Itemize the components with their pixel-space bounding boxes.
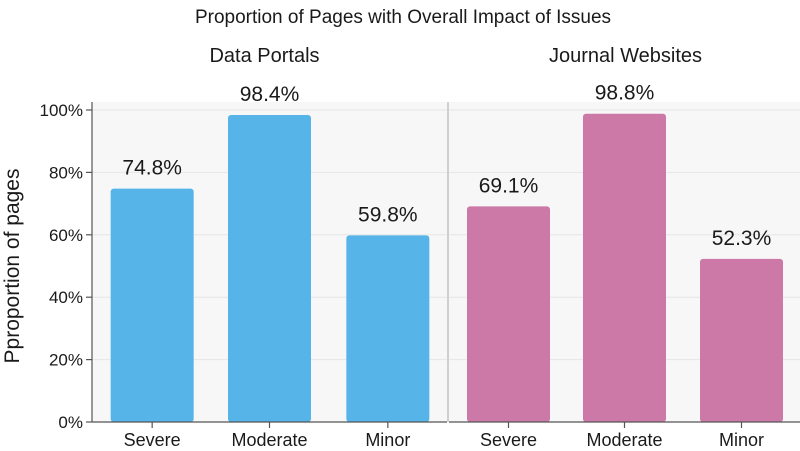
category-label: Minor	[365, 430, 410, 450]
facet-title: Data Portals	[209, 45, 319, 67]
data-label: 74.8%	[122, 157, 182, 180]
y-tick-label: 0%	[58, 413, 83, 432]
y-tick-label: 20%	[49, 351, 83, 370]
bar	[583, 113, 666, 422]
bar	[228, 114, 311, 422]
bar	[467, 206, 550, 422]
bar	[110, 188, 194, 422]
category-label: Severe	[480, 430, 537, 450]
chart-title: Proportion of Pages with Overall Impact …	[195, 7, 611, 28]
bar	[346, 235, 430, 422]
y-tick-label: 60%	[49, 226, 83, 245]
data-label: 59.8%	[358, 203, 418, 226]
category-label: Moderate	[586, 430, 662, 450]
bar	[700, 258, 783, 422]
category-label: Minor	[719, 430, 764, 450]
data-label: 69.1%	[479, 174, 539, 197]
data-label: 98.4%	[240, 83, 300, 106]
data-label: 52.3%	[712, 227, 772, 250]
data-label: 98.8%	[595, 82, 655, 105]
y-axis-label: Pproportion of pages	[1, 169, 24, 364]
y-tick-label: 100%	[40, 101, 83, 120]
y-tick-label: 80%	[49, 163, 83, 182]
category-label: Severe	[124, 430, 181, 450]
plot-area: Data Portals 74.8% Severe 98.4% Moderate 59.8…	[40, 45, 800, 450]
category-label: Moderate	[231, 430, 307, 450]
facet-title: Journal Websites	[549, 45, 702, 67]
y-tick-label: 40%	[49, 288, 83, 307]
